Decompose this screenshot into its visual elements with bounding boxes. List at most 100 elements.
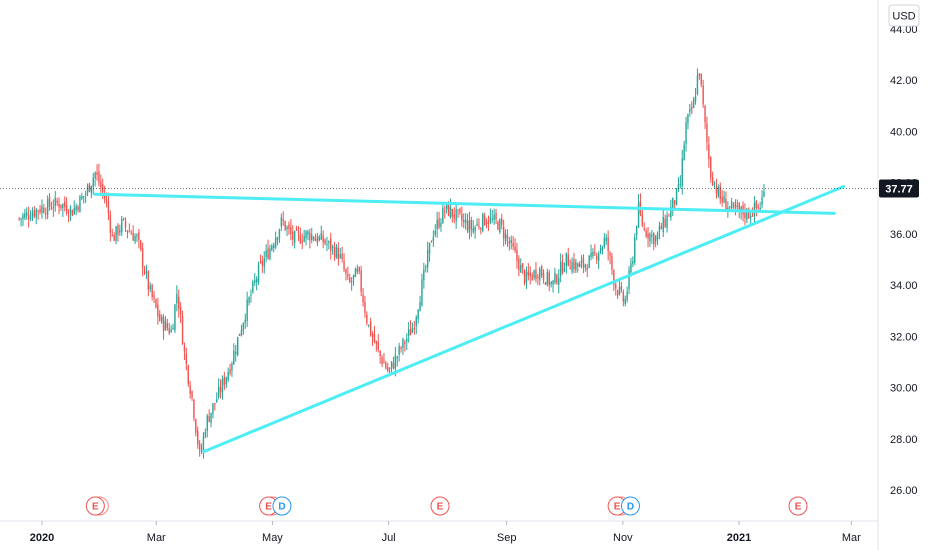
candle-up bbox=[286, 225, 288, 237]
candle-up bbox=[35, 208, 37, 225]
candle-down bbox=[166, 318, 169, 331]
candle-down bbox=[107, 192, 110, 221]
candle-up bbox=[136, 233, 138, 242]
candle-up bbox=[546, 268, 549, 287]
candle-up bbox=[396, 355, 398, 367]
candle-up bbox=[26, 207, 28, 220]
candle-down bbox=[58, 197, 60, 215]
candle-down bbox=[710, 155, 712, 183]
candle-down bbox=[349, 273, 351, 284]
candle-up bbox=[145, 264, 148, 280]
candle-down bbox=[457, 209, 459, 219]
candle-up bbox=[398, 342, 400, 362]
candle-down bbox=[409, 320, 412, 336]
y-tick-label: 32.00 bbox=[890, 331, 918, 343]
candle-down bbox=[189, 380, 191, 399]
candle-down bbox=[757, 203, 759, 210]
candle-up bbox=[628, 266, 630, 295]
candle-down bbox=[56, 197, 58, 207]
candle-down bbox=[140, 239, 142, 252]
earnings-event-marker[interactable]: E bbox=[788, 496, 808, 516]
candle-down bbox=[143, 265, 146, 276]
candle-down bbox=[622, 289, 625, 307]
candle-up bbox=[244, 313, 246, 329]
trendline-resistance[interactable] bbox=[93, 192, 836, 215]
candle-down bbox=[495, 208, 497, 225]
candle-down bbox=[711, 171, 714, 186]
candle-down bbox=[381, 355, 383, 368]
candle-down bbox=[43, 203, 45, 214]
candle-up bbox=[46, 195, 49, 220]
candle-up bbox=[94, 171, 96, 187]
candle-down bbox=[383, 352, 385, 364]
candle-up bbox=[356, 264, 359, 275]
candle-up bbox=[605, 233, 607, 245]
candle-up bbox=[681, 149, 683, 195]
candle-up bbox=[651, 229, 653, 244]
candle-down bbox=[181, 310, 184, 345]
trendline-support[interactable] bbox=[202, 185, 846, 454]
candle-up bbox=[597, 251, 600, 270]
candle-down bbox=[183, 342, 186, 360]
candle-up bbox=[407, 321, 410, 343]
candle-up bbox=[29, 210, 32, 221]
candle-down bbox=[185, 347, 188, 371]
candle-up bbox=[388, 367, 391, 374]
candle-up bbox=[81, 192, 83, 200]
candle-up bbox=[601, 245, 604, 255]
svg-text:D: D bbox=[278, 502, 285, 513]
candle-down bbox=[88, 182, 91, 193]
candle-down bbox=[124, 217, 127, 233]
candle-up bbox=[683, 140, 685, 161]
candle-up bbox=[170, 325, 172, 333]
candle-down bbox=[100, 174, 102, 196]
candle-up bbox=[411, 322, 414, 334]
candle-up bbox=[269, 244, 271, 261]
candle-up bbox=[227, 367, 229, 383]
candle-up bbox=[62, 203, 64, 218]
candle-up bbox=[86, 183, 89, 197]
dividend-event-marker[interactable]: D bbox=[272, 496, 292, 516]
candle-up bbox=[563, 262, 566, 273]
candle-down bbox=[706, 116, 708, 151]
candle-up bbox=[276, 236, 279, 246]
candle-down bbox=[128, 223, 131, 233]
candle-up bbox=[654, 234, 657, 248]
candle-down bbox=[343, 253, 345, 273]
currency-button[interactable]: USD bbox=[888, 4, 920, 27]
dividend-event-marker[interactable]: D bbox=[620, 496, 640, 516]
candle-up bbox=[265, 244, 267, 263]
candle-down bbox=[299, 227, 302, 245]
candle-down bbox=[483, 212, 486, 226]
candle-up bbox=[759, 201, 761, 212]
candle-down bbox=[641, 208, 644, 228]
candle-down bbox=[18, 217, 20, 221]
candle-up bbox=[510, 235, 512, 250]
candle-down bbox=[191, 390, 193, 401]
earnings-event-marker[interactable]: E bbox=[85, 496, 109, 516]
trendlines-layer[interactable] bbox=[93, 185, 846, 454]
candle-down bbox=[586, 263, 588, 277]
earnings-event-marker[interactable]: E bbox=[430, 496, 450, 516]
candle-down bbox=[639, 193, 642, 217]
candle-up bbox=[92, 172, 94, 195]
candle-down bbox=[297, 226, 300, 242]
candle-down bbox=[620, 281, 623, 293]
candle-up bbox=[235, 345, 237, 362]
candle-up bbox=[250, 289, 252, 303]
x-tick-label: Mar bbox=[147, 532, 166, 544]
candle-up bbox=[233, 343, 235, 366]
candle-down bbox=[33, 206, 36, 219]
candle-up bbox=[271, 243, 273, 252]
candle-down bbox=[187, 364, 189, 387]
candle-down bbox=[616, 289, 619, 300]
candle-up bbox=[240, 324, 243, 337]
candle-up bbox=[79, 194, 81, 213]
candle-up bbox=[121, 215, 123, 236]
candle-up bbox=[242, 322, 245, 335]
candle-up bbox=[539, 266, 541, 286]
y-tick-label: 26.00 bbox=[890, 485, 918, 497]
candle-up bbox=[406, 333, 408, 351]
candle-down bbox=[126, 229, 129, 239]
